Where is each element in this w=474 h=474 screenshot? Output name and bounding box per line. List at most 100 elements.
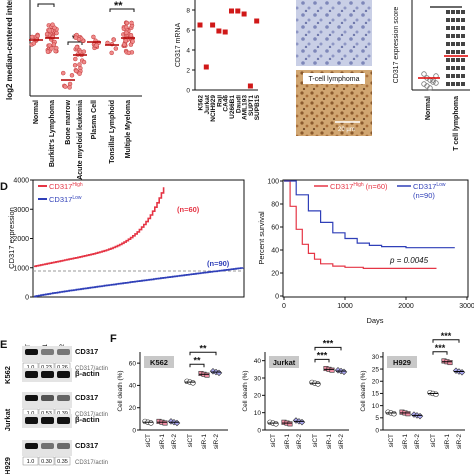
panel-f-point <box>148 420 154 426</box>
panel-c-tcl-point <box>451 10 455 14</box>
panel-a-point <box>109 50 114 56</box>
panel-f-xlabel: siR-2 <box>296 434 303 450</box>
panel-e-blots: CD3171.00.230.26CD317/actinβ-actinCD3171… <box>22 346 108 466</box>
panel-e-letter: E <box>0 339 7 351</box>
panel-c-normal-point <box>430 79 436 85</box>
panel-f-title-box <box>269 356 299 368</box>
panel-b-points <box>197 8 260 89</box>
panel-b-xlabel: Daudi <box>235 95 242 113</box>
panel-c-tcl-point <box>461 26 465 30</box>
blot-band <box>57 371 70 378</box>
panel-a-point <box>60 70 66 76</box>
survival-x-tick-label: 0 <box>282 303 286 310</box>
blot-target-label: CD317 <box>75 347 98 356</box>
panel-d: D CD317 expression 4000 3000 2000 1000 0 CD3… <box>0 178 245 302</box>
panel-f-title-box <box>144 356 174 368</box>
panel-f-xlabel: siCT <box>388 434 395 447</box>
panel-f-tick-label: 20 <box>129 405 137 412</box>
panel-b-tick-label: 0 <box>186 88 190 95</box>
survival-legend-high: CD317High (n=60) <box>330 182 388 191</box>
blot-ratio-label: CD317/actin <box>75 366 108 372</box>
panel-f-letter: F <box>110 333 117 345</box>
panel-f-xlabel: siCT <box>312 434 319 447</box>
panel-f-tick-label: 60 <box>129 360 137 367</box>
panel-f-ylabel: Cell death (%) <box>117 370 124 411</box>
panel-f-xlabel: siR-2 <box>213 434 220 450</box>
panel-f-point <box>391 411 397 417</box>
survival-y-tick-label: 0 <box>275 294 279 301</box>
panel-f-xlabel: siR-1 <box>326 434 333 450</box>
panel-a-point <box>122 42 127 47</box>
panel-f-point <box>433 391 439 397</box>
scale-bar-label: 20 µm <box>338 127 355 133</box>
panel-b-point <box>254 18 260 24</box>
panel-b-ticks: 0 2 4 6 8 <box>186 8 195 95</box>
panel-c-tcl-point <box>446 74 450 78</box>
survival-xlabel: Days <box>366 316 383 325</box>
panel-a-point <box>51 42 57 47</box>
survival-frame <box>282 179 469 298</box>
panel-a-point <box>54 45 59 51</box>
panel-a-point <box>63 84 68 89</box>
blot-band <box>57 417 70 424</box>
ihc-label-bg <box>303 73 365 84</box>
panel-b-xlabel: SUPB15 <box>254 95 261 121</box>
survival-ylabel: Percent survival <box>257 211 266 265</box>
panel-f-ylabel: Cell death (%) <box>360 370 367 411</box>
panel-c-tcl-point <box>446 18 450 22</box>
panel-f-bracket <box>432 351 448 355</box>
panel-a-xlabels: Normal Burkitt's Lymphoma Bone marrow Acute… <box>33 99 132 179</box>
panel-f-xlabel: siR-1 <box>159 434 166 450</box>
panel-f-tick-label: 15 <box>372 391 380 398</box>
panel-a-point <box>91 34 96 40</box>
panel-f-bracket <box>314 358 330 363</box>
panel-b-point <box>216 28 222 34</box>
panel-b-xlabel: CA46 <box>223 95 230 112</box>
blot-cell-h929: H929 <box>3 457 12 474</box>
panel-a-point <box>69 73 75 78</box>
panel-d-tick-label: 1000 <box>13 265 29 272</box>
panel-b-tick-label: 8 <box>186 8 190 15</box>
panel-a-xlabel: Burkitt's Lymphoma <box>49 100 56 167</box>
panel-f-bracket <box>432 339 460 343</box>
blot-band <box>25 417 38 424</box>
panel-a-ylabel: log2 median-centered intensity <box>5 0 14 100</box>
blot-target-label: CD317 <box>75 441 98 450</box>
panel-b-xlabel: SUPT1 <box>248 95 255 116</box>
panel-c-tcl-point <box>461 82 465 86</box>
panel-a-xlabel: Plasma Cell <box>91 100 98 139</box>
survival-y-tick-label: 80 <box>271 202 279 209</box>
panel-f-point <box>315 381 321 387</box>
survival-y-tick-label: 40 <box>271 248 279 255</box>
legend-high-label: CD317High <box>49 182 83 191</box>
panel-c-tcl-point <box>446 50 450 54</box>
panel-c-tcl-point <box>461 74 465 78</box>
panel-a-point <box>111 37 117 42</box>
panel-b-xlabels: K562 Jurkat NCIH929 Raji CA46 U266B1 Daudi AML1… <box>198 94 262 122</box>
panel-a-xlabel: Bone marrow <box>65 99 72 144</box>
panel-f-xlabel: siCT <box>270 434 277 447</box>
panel-c-tcl-point <box>451 26 455 30</box>
blot-target-label: CD317 <box>75 393 98 402</box>
blot-band <box>57 443 70 449</box>
panel-a-xlabel: Multiple Myeloma <box>125 100 132 158</box>
panel-c-tcl-point <box>461 42 465 46</box>
panel-a-xlabel: Normal <box>33 100 40 124</box>
panel-f-point <box>405 411 411 417</box>
panel-c-tcl-point <box>451 58 455 62</box>
panel-f-bracket <box>189 363 205 368</box>
panel-d-ticks: 4000 3000 2000 1000 0 <box>13 178 33 302</box>
panel-a-xlabel: Tonsillar Lymphoid <box>109 100 116 164</box>
panel-c-tcl-point <box>451 18 455 22</box>
panel-c-tcl-point <box>456 26 460 30</box>
panel-c-normal-point <box>421 71 427 77</box>
panel-c-tcl-point <box>456 74 460 78</box>
panel-a-point <box>49 46 54 51</box>
panel-a-point <box>123 24 129 30</box>
panel-c-tcl-point <box>451 82 455 86</box>
panel-a-point <box>128 32 134 38</box>
panel-a-point <box>74 44 80 50</box>
panel-f-xlabel: siR-2 <box>456 434 463 450</box>
panel-f-tick-label: 0 <box>132 427 136 434</box>
